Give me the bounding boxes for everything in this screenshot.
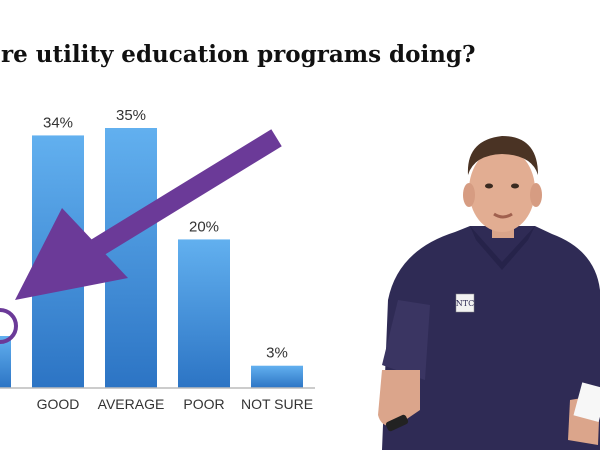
x-tick-label: POOR <box>183 396 224 412</box>
bar <box>178 239 230 388</box>
chart-title: re utility education programs doing? <box>1 41 475 68</box>
bar <box>105 128 157 388</box>
x-tick-label: AVERAGE <box>98 396 165 412</box>
shirt-logo: NTC <box>456 299 474 308</box>
value-label: 3% <box>266 345 288 362</box>
x-tick-label: NOT SURE <box>241 396 313 412</box>
bar <box>0 336 11 388</box>
x-tick-label: GOOD <box>37 396 80 412</box>
bar <box>251 365 303 388</box>
value-label: 34% <box>43 114 73 131</box>
arrow-annotation <box>0 129 282 344</box>
value-label: 35% <box>116 107 146 124</box>
presenter: NTC <box>378 136 600 450</box>
value-label: 20% <box>189 218 219 235</box>
